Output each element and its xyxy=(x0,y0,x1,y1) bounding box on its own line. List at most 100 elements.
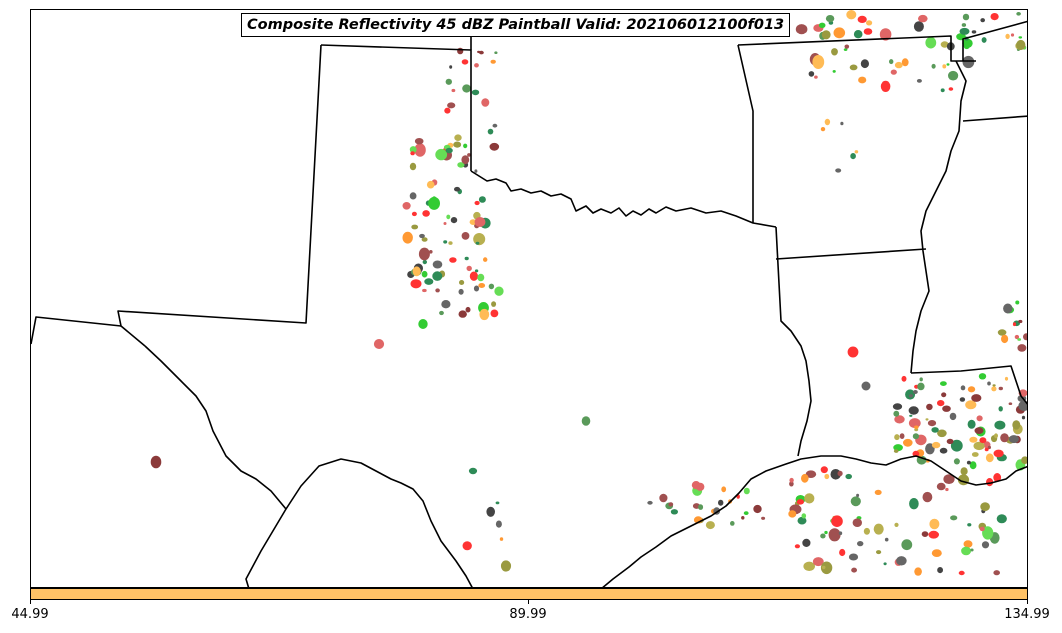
reflectivity-blob xyxy=(487,128,494,135)
reflectivity-blob xyxy=(1021,415,1026,420)
reflectivity-blob xyxy=(908,406,919,415)
reflectivity-blob xyxy=(730,521,735,526)
reflectivity-blob xyxy=(993,473,1002,482)
reflectivity-blob xyxy=(753,504,762,514)
reflectivity-blob xyxy=(458,310,467,318)
reflectivity-blob xyxy=(705,521,715,530)
reflectivity-blob xyxy=(409,162,417,171)
reflectivity-blob xyxy=(959,27,970,35)
reflectivity-blob xyxy=(421,237,428,242)
reflectivity-blob xyxy=(998,406,1003,412)
reflectivity-blob xyxy=(461,155,470,165)
colorbar-tick-mark xyxy=(528,600,529,604)
reflectivity-blob xyxy=(925,36,937,49)
colorbar xyxy=(30,588,1028,600)
rio-grande xyxy=(144,345,473,587)
reflectivity-blob xyxy=(953,458,960,465)
reflectivity-blob xyxy=(960,467,968,476)
reflectivity-blob xyxy=(916,79,922,83)
reflectivity-blob xyxy=(411,211,417,217)
reflectivity-blob xyxy=(494,51,498,54)
reflectivity-blob xyxy=(894,434,900,441)
reflectivity-blob xyxy=(647,500,653,505)
reflectivity-blob xyxy=(489,142,500,151)
reflectivity-blob xyxy=(824,118,831,126)
reflectivity-blob xyxy=(963,42,970,50)
reflectivity-blob xyxy=(894,415,905,424)
reflectivity-blob xyxy=(419,233,425,239)
reflectivity-blob xyxy=(960,385,966,391)
reflectivity-blob xyxy=(971,394,982,402)
reflectivity-blob xyxy=(414,138,424,145)
reflectivity-blob xyxy=(928,530,939,539)
reflectivity-blob xyxy=(901,539,913,551)
reflectivity-blob xyxy=(402,202,411,210)
reflectivity-blob xyxy=(942,64,947,69)
reflectivity-blob xyxy=(848,553,859,561)
reflectivity-blob xyxy=(969,436,978,443)
reflectivity-blob xyxy=(996,514,1007,524)
reflectivity-blob xyxy=(918,14,928,23)
mexico-state-line-1 xyxy=(245,508,287,587)
reflectivity-blob xyxy=(837,470,843,477)
reflectivity-blob xyxy=(1017,344,1027,352)
reflectivity-blob xyxy=(893,449,899,453)
reflectivity-blob xyxy=(884,537,889,542)
reflectivity-blob xyxy=(803,561,815,571)
reflectivity-blob xyxy=(839,548,846,557)
reflectivity-blob xyxy=(422,288,427,293)
reflectivity-blob xyxy=(479,308,490,321)
reflectivity-blob xyxy=(979,437,987,444)
reflectivity-blob xyxy=(432,271,443,281)
reflectivity-blob xyxy=(941,392,947,398)
reflectivity-blob xyxy=(486,506,496,517)
reflectivity-blob xyxy=(804,493,815,504)
reflectivity-blob xyxy=(1012,322,1017,327)
reflectivity-blob xyxy=(459,280,465,285)
reflectivity-blob xyxy=(814,75,818,79)
reflectivity-blob xyxy=(424,278,434,285)
reflectivity-blob xyxy=(927,420,937,427)
reflectivity-blob xyxy=(940,41,949,48)
reflectivity-blob xyxy=(994,433,998,439)
reflectivity-blob xyxy=(449,65,453,69)
map-canvas xyxy=(31,10,1027,587)
reflectivity-blob xyxy=(820,533,826,539)
colorbar-tick-label-mid: 89.99 xyxy=(509,607,547,622)
reflectivity-blob xyxy=(448,241,453,245)
reflectivity-blob xyxy=(410,279,422,289)
reflectivity-blob xyxy=(908,418,921,429)
reflectivity-blob xyxy=(963,540,973,548)
reflectivity-blob xyxy=(465,306,471,313)
reflectivity-blob xyxy=(808,71,815,77)
reflectivity-blob xyxy=(974,427,984,434)
reflectivity-blob xyxy=(889,59,894,65)
reflectivity-blob xyxy=(961,23,967,27)
reflectivity-blob xyxy=(948,87,954,91)
reflectivity-blob xyxy=(1012,420,1021,430)
reflectivity-blob xyxy=(457,47,464,55)
tennessee-line xyxy=(962,115,1027,122)
reflectivity-blob xyxy=(914,567,922,576)
reflectivity-blob xyxy=(721,486,727,493)
reflectivity-blob xyxy=(402,231,413,244)
colorbar-tick-label-max: 134.99 xyxy=(1004,607,1050,622)
reflectivity-blob xyxy=(698,504,704,510)
reflectivity-blob xyxy=(833,27,846,39)
reflectivity-blob xyxy=(490,59,496,64)
reflectivity-blob xyxy=(909,498,919,510)
reflectivity-blob xyxy=(967,523,972,527)
reflectivity-blob xyxy=(1008,435,1019,444)
reflectivity-blob xyxy=(150,455,162,469)
reflectivity-blob xyxy=(422,259,427,265)
map-area xyxy=(30,9,1028,588)
reflectivity-blob xyxy=(444,107,451,114)
reflectivity-blob xyxy=(467,153,471,157)
reflectivity-blob xyxy=(1017,338,1022,341)
reflectivity-blob xyxy=(831,48,838,56)
reflectivity-blob xyxy=(409,192,417,200)
reflectivity-blob xyxy=(844,44,850,49)
paintball-reflectivity-layer xyxy=(150,10,1027,576)
reflectivity-blob xyxy=(443,240,448,244)
reflectivity-blob xyxy=(921,531,929,537)
